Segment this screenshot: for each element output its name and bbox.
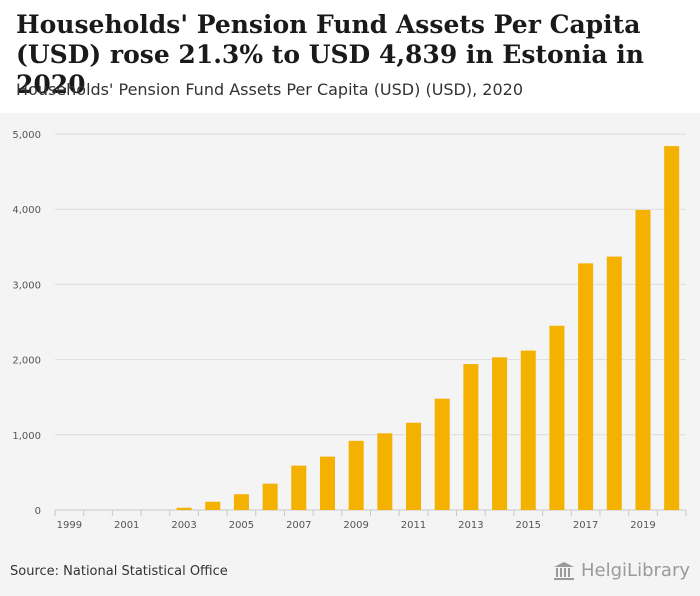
y-tick-label: 5,000 [12,130,41,141]
bar [233,494,249,510]
bar [205,501,221,510]
source-note: Source: National Statistical Office [10,564,228,579]
bar [406,422,422,510]
brand-name: HelgiLibrary [581,560,690,581]
y-tick-label: 0 [35,506,41,517]
x-tick-label: 2007 [286,520,311,531]
x-tick-label: 1999 [57,520,82,531]
brand-logo[interactable]: HelgiLibrary [553,560,690,581]
bar [434,398,450,510]
x-tick-label: 2019 [630,520,655,531]
chart-title: Households' Pension Fund Assets Per Capi… [16,10,644,99]
x-tick-label: 2011 [401,520,426,531]
bar [176,507,192,510]
y-tick-label: 2,000 [12,356,41,367]
bar [348,440,364,510]
bar [606,256,622,510]
x-tick-label: 2003 [171,520,196,531]
x-tick-label: 2005 [229,520,254,531]
bar [664,146,680,510]
chart-footer: Source: National Statistical Office Helg… [0,550,700,596]
y-tick-label: 3,000 [12,280,41,291]
x-tick-label: 2013 [458,520,483,531]
y-tick-label: 1,000 [12,431,41,442]
bar-chart: 0 1,000 2,000 3,000 4,000 5,000 1999 2001 2003 20… [12,130,687,531]
bar [492,357,508,510]
bar [549,325,565,510]
chart-subtitle: Households' Pension Fund Assets Per Capi… [16,80,524,99]
bar [262,483,278,510]
bar [463,364,479,510]
bar [520,350,536,510]
library-building-icon [554,561,575,580]
x-tick-label: 2017 [573,520,598,531]
bar [291,465,307,510]
bar [319,456,335,510]
x-tick-label: 2001 [114,520,139,531]
x-tick-label: 2009 [343,520,368,531]
chart-header: Households' Pension Fund Assets Per Capi… [0,0,700,113]
y-tick-label: 4,000 [12,205,41,216]
bar [578,263,594,510]
bar [635,209,651,510]
bar [377,433,393,510]
x-tick-label: 2015 [516,520,541,531]
plot-area: 0 1,000 2,000 3,000 4,000 5,000 1999 2001 2003 20… [0,113,700,550]
